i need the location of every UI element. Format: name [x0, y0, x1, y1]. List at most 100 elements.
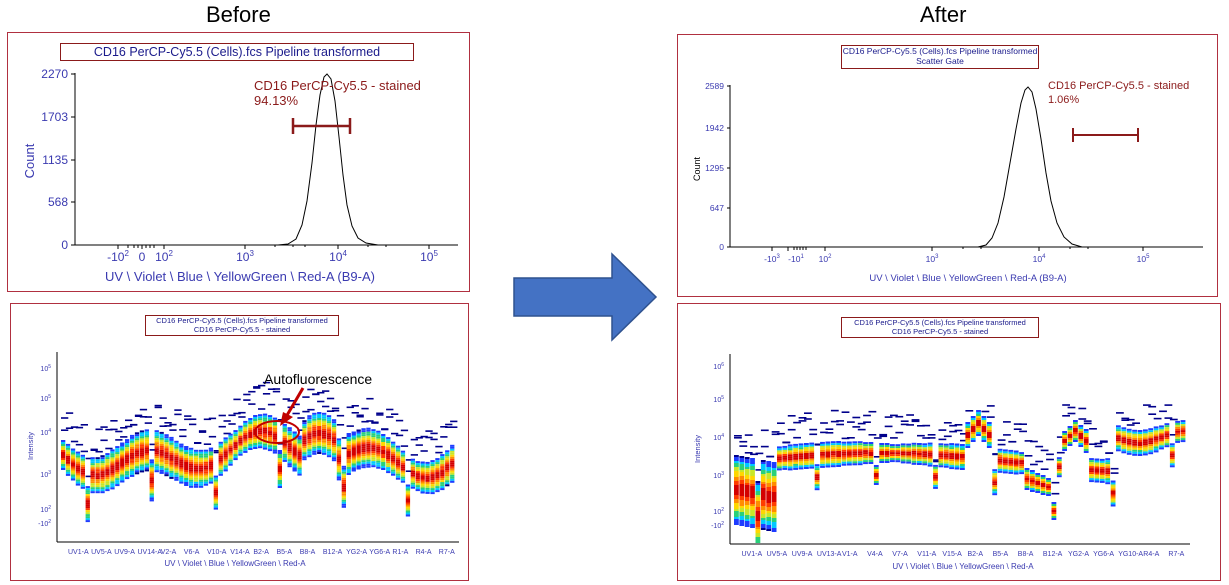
x-tick-label: UV5-A	[91, 549, 112, 556]
x-tick-label: B5-A	[277, 549, 293, 556]
after-spectrum-title: CD16 PerCP-Cy5.5 (Cells).fcs Pipeline tr…	[841, 317, 1039, 339]
ytick: 1295	[705, 163, 724, 173]
svg-text:104: 104	[1033, 254, 1046, 264]
y-axis-label: Count	[692, 157, 702, 182]
y-axis-label: Intensity	[26, 432, 35, 460]
x-axis-label: UV \ Violet \ Blue \ YellowGreen \ Red-A…	[105, 269, 375, 284]
svg-text:106: 106	[713, 362, 724, 371]
svg-text:105: 105	[713, 395, 724, 404]
svg-text:102: 102	[713, 507, 724, 516]
x-tick-label: V11-A	[917, 551, 936, 558]
svg-text:102: 102	[155, 249, 173, 264]
before-heading: Before	[206, 2, 271, 27]
gate-percent: 1.06%	[1048, 94, 1079, 106]
svg-text:104: 104	[329, 249, 347, 264]
svg-text:102: 102	[819, 254, 832, 264]
x-tick-label: B12-A	[323, 549, 343, 556]
x-tick-label: UV9-A	[114, 549, 135, 556]
y-axis-label: Intensity	[693, 435, 702, 463]
x-tick-label: UV13-A	[817, 551, 842, 558]
x-tick-labels: UV1-A UV5-A UV9-A UV14-AV2-A V6-A V10-A V14-A B…	[68, 549, 455, 556]
histogram-curve	[730, 86, 1203, 248]
before-spectrum-plot: 105 105 104 103 102 -102 Intensity UV1-A…	[26, 352, 459, 568]
x-axis-label: UV \ Violet \ Blue \ YellowGreen \ Red-A	[892, 562, 1034, 571]
x-tick-label: B5-A	[993, 551, 1009, 558]
x-tick-label: YG6-A	[369, 549, 390, 556]
ytick: 2589	[705, 81, 724, 91]
after-histogram-subtitle: Scatter Gate	[916, 55, 964, 66]
svg-text:103: 103	[236, 249, 254, 264]
x-tick-label: R4-A	[416, 549, 432, 556]
ytick: 647	[710, 203, 724, 213]
x-tick-label: B8-A	[1018, 551, 1034, 558]
after-heading: After	[920, 2, 967, 27]
x-tick-label: V6-A	[184, 549, 200, 556]
gate-name: CD16 PerCP-Cy5.5 - stained	[1048, 80, 1189, 92]
before-spectrum-title: CD16 PerCP-Cy5.5 (Cells).fcs Pipeline tr…	[145, 315, 339, 337]
before-histogram-panel: CD16 PerCP-Cy5.5 (Cells).fcs Pipeline tr…	[7, 32, 470, 292]
svg-text:-102: -102	[711, 521, 724, 530]
svg-text:105: 105	[1137, 254, 1150, 264]
x-tick-label: R7-A	[439, 549, 455, 556]
svg-text:105: 105	[420, 249, 438, 264]
svg-text:103: 103	[926, 254, 939, 264]
x-tick-labels: UV1-A UV5-A UV9-A UV13-A V1-A V4-A V7-A V11-A V1…	[742, 551, 1185, 558]
after-spectrum-title-line1: CD16 PerCP-Cy5.5 (Cells).fcs Pipeline tr…	[854, 318, 1026, 327]
svg-text:102: 102	[40, 505, 51, 514]
svg-text:103: 103	[40, 470, 51, 479]
after-histogram-title: CD16 PerCP-Cy5.5 (Cells).fcs Pipeline tr…	[841, 45, 1039, 69]
transition-arrow	[513, 252, 658, 342]
x-tick-label: V2-A	[161, 549, 177, 556]
svg-text:105: 105	[40, 364, 51, 373]
ytick: 0	[719, 242, 724, 252]
autofluorescence-label: Autofluorescence	[264, 371, 373, 387]
ytick: 1703	[41, 110, 68, 124]
x-tick-label: B2-A	[968, 551, 984, 558]
ytick: 0	[61, 238, 68, 252]
after-spectrum-panel: CD16 PerCP-Cy5.5 (Cells).fcs Pipeline tr…	[677, 303, 1221, 581]
after-spectrum-plot: 106 105 104 103 102 -102 Intensity UV1-A…	[693, 354, 1190, 571]
before-spectrum-subtitle: CD16 PerCP-Cy5.5 - stained	[193, 324, 291, 334]
ytick: 2270	[41, 67, 68, 81]
before-hist-yticks: 2270 1703 1135 568 0	[41, 67, 75, 252]
x-tick-label: R1-A	[392, 549, 408, 556]
svg-text:-102: -102	[38, 519, 51, 528]
after-histogram-title-line1: CD16 PerCP-Cy5.5 (Cells).fcs Pipeline tr…	[842, 46, 1038, 56]
svg-text:104: 104	[713, 433, 724, 442]
gate-name: CD16 PerCP-Cy5.5 - stained	[254, 78, 421, 93]
x-tick-label: UV1-A	[68, 549, 89, 556]
x-axis-label: UV \ Violet \ Blue \ YellowGreen \ Red-A…	[869, 273, 1066, 284]
x-tick-label: V14-A	[230, 549, 250, 556]
x-tick-label: V15-A	[942, 551, 962, 558]
x-tick-label: YG2-A	[1068, 551, 1089, 558]
histogram-curve	[75, 73, 458, 246]
svg-text:-102: -102	[107, 249, 129, 264]
svg-text:-103: -103	[764, 254, 780, 264]
ytick: 568	[48, 195, 68, 209]
x-tick-label: V1-A	[842, 551, 858, 558]
x-tick-label: UV14-A	[138, 549, 163, 556]
x-tick-label: R4-A	[1143, 551, 1159, 558]
x-tick-label: V10-A	[207, 549, 227, 556]
svg-text:0: 0	[139, 250, 146, 264]
after-spectrum-subtitle: CD16 PerCP-Cy5.5 - stained	[891, 326, 989, 336]
svg-text:104: 104	[40, 428, 51, 437]
y-axis-label: Count	[22, 143, 37, 178]
x-tick-label: R7-A	[1168, 551, 1184, 558]
x-tick-label: YG6-A	[1093, 551, 1114, 558]
x-tick-label: UV1-A	[742, 551, 763, 558]
ytick: 1135	[42, 153, 68, 167]
x-tick-label: B8-A	[300, 549, 316, 556]
after-histogram-plot: 2589 1942 1295 647 0 Count -103 -101 102…	[692, 80, 1203, 284]
before-histogram-title: CD16 PerCP-Cy5.5 (Cells).fcs Pipeline tr…	[60, 43, 414, 62]
svg-text:103: 103	[713, 471, 724, 480]
x-tick-label: B12-A	[1043, 551, 1063, 558]
x-tick-label: B2-A	[253, 549, 269, 556]
before-spectrum-title-line1: CD16 PerCP-Cy5.5 (Cells).fcs Pipeline tr…	[156, 316, 328, 325]
x-tick-label: V7-A	[892, 551, 908, 558]
x-tick-label: YG10-A	[1118, 551, 1143, 558]
before-histogram-plot: 2270 1703 1135 568 0 Count -102 0 102 10…	[22, 67, 458, 284]
x-tick-label: UV5-A	[767, 551, 788, 558]
x-tick-label: UV9-A	[792, 551, 813, 558]
before-spectrum-panel: CD16 PerCP-Cy5.5 (Cells).fcs Pipeline tr…	[10, 303, 469, 581]
